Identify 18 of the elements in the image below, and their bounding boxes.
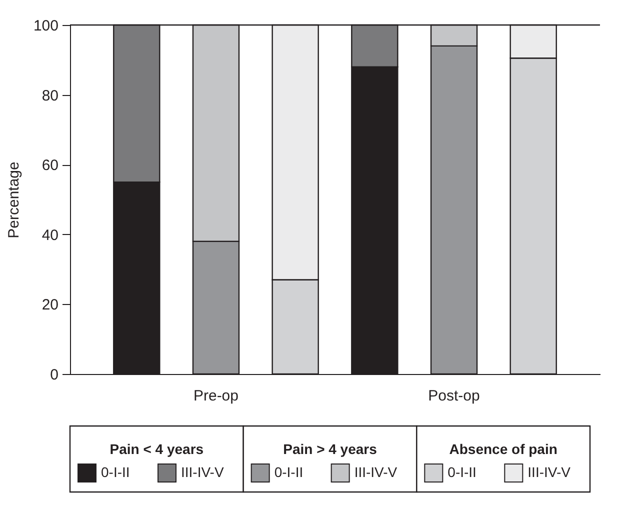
legend-label: 0-I-II	[274, 464, 304, 480]
legend-label: III-IV-V	[181, 464, 224, 480]
y-tick-label: 100	[33, 18, 58, 34]
y-tick-label: 80	[42, 87, 58, 104]
legend-label: III-IV-V	[528, 464, 572, 480]
y-tick-label: 20	[42, 296, 58, 314]
x-tick-label: Post-op	[428, 388, 480, 404]
text: Pain > 4 years	[283, 441, 378, 457]
y-tick-label: 40	[42, 226, 58, 244]
x-tick-label: Pre-op	[193, 388, 239, 404]
text: Pain < 4 years	[110, 441, 204, 457]
text: Absence of pain	[449, 441, 558, 457]
y-axis-title: Percentage	[5, 162, 22, 238]
legend-label: 0-I-II	[101, 464, 130, 480]
legend-label: III-IV-V	[354, 464, 398, 480]
legend-label: 0-I-II	[448, 464, 476, 480]
y-tick-label: 60	[42, 157, 58, 174]
y-tick-label: 0	[50, 366, 58, 384]
